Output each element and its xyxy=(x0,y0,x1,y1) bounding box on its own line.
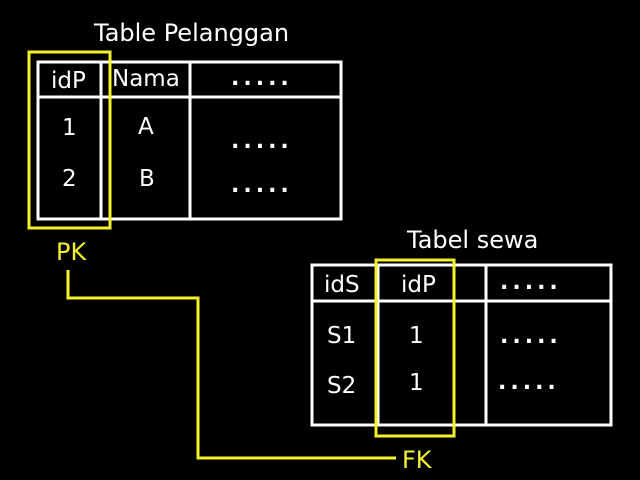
pelanggan-header-idp: idP xyxy=(51,68,86,94)
pelanggan-row1-idp: 1 xyxy=(62,115,77,141)
pelanggan-row1-nama: A xyxy=(138,114,154,140)
sewa-row2-idp: 1 xyxy=(409,370,424,396)
sewa-row1-idp: 1 xyxy=(409,323,424,349)
pelanggan-header-nama: Nama xyxy=(112,66,180,92)
pelanggan-row2-idp: 2 xyxy=(62,166,77,192)
sewa-row2-ids: S2 xyxy=(327,373,357,399)
sewa-row1-ids: S1 xyxy=(327,323,357,349)
pelanggan-table-grid xyxy=(36,60,343,221)
pk-highlight-box xyxy=(27,50,112,230)
fk-highlight-box xyxy=(374,258,456,438)
pk-label: PK xyxy=(56,238,87,266)
pk-fk-connector-line xyxy=(66,270,396,460)
sewa-row2-more: ..... xyxy=(498,370,560,395)
pelanggan-row2-nama: B xyxy=(139,166,155,192)
fk-label: FK xyxy=(402,446,432,474)
pelanggan-row2-more: ..... xyxy=(231,173,293,198)
sewa-header-idp: idP xyxy=(401,272,436,298)
sewa-header-more: ..... xyxy=(500,270,562,295)
sewa-header-ids: idS xyxy=(324,272,360,298)
sewa-row1-more: ..... xyxy=(500,324,562,349)
pelanggan-header-more: ..... xyxy=(231,66,293,91)
sewa-table-grid xyxy=(310,263,613,427)
pelanggan-table-title: Table Pelanggan xyxy=(94,19,290,47)
sewa-table-title: Tabel sewa xyxy=(407,226,539,254)
pelanggan-row1-more: ..... xyxy=(231,129,293,154)
